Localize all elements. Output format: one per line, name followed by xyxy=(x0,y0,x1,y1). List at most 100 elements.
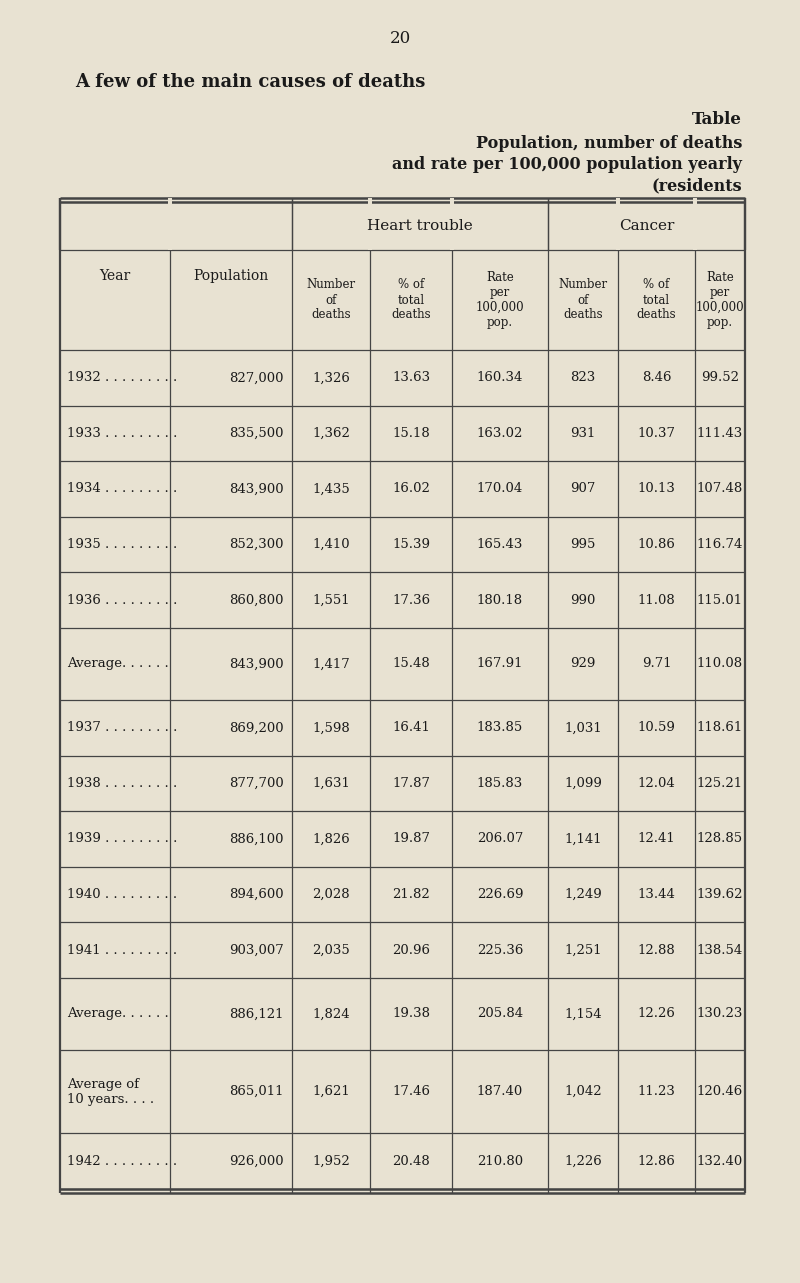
Text: and rate per 100,000 population yearly: and rate per 100,000 population yearly xyxy=(392,157,742,173)
Text: 170.04: 170.04 xyxy=(477,482,523,495)
Text: 2,035: 2,035 xyxy=(312,943,350,957)
Text: Average. . . . . .: Average. . . . . . xyxy=(67,657,169,671)
Text: 1939 . . . . . . . . .: 1939 . . . . . . . . . xyxy=(67,833,178,845)
Text: Cancer: Cancer xyxy=(619,219,674,234)
Text: 886,121: 886,121 xyxy=(230,1007,284,1020)
Text: 1933 . . . . . . . . .: 1933 . . . . . . . . . xyxy=(67,427,178,440)
Text: 12.41: 12.41 xyxy=(638,833,675,845)
Text: Average. . . . . .: Average. . . . . . xyxy=(67,1007,169,1020)
Text: 1942 . . . . . . . . .: 1942 . . . . . . . . . xyxy=(67,1155,177,1168)
Text: 1,417: 1,417 xyxy=(312,657,350,671)
Text: Table: Table xyxy=(692,112,742,128)
Text: % of
total
deaths: % of total deaths xyxy=(391,278,431,322)
Text: 995: 995 xyxy=(570,538,596,550)
Text: 20.48: 20.48 xyxy=(392,1155,430,1168)
Text: Rate
per
100,000
pop.: Rate per 100,000 pop. xyxy=(476,271,524,328)
Text: 852,300: 852,300 xyxy=(230,538,284,550)
Text: A few of the main causes of deaths: A few of the main causes of deaths xyxy=(75,73,426,91)
Text: 125.21: 125.21 xyxy=(697,777,743,790)
Text: 9.71: 9.71 xyxy=(642,657,671,671)
Text: 1,099: 1,099 xyxy=(564,777,602,790)
Text: 1936 . . . . . . . . .: 1936 . . . . . . . . . xyxy=(67,594,178,607)
Text: 180.18: 180.18 xyxy=(477,594,523,607)
Text: (residents: (residents xyxy=(651,177,742,194)
Text: 13.63: 13.63 xyxy=(392,371,430,385)
Text: 99.52: 99.52 xyxy=(701,371,739,385)
Text: 20.96: 20.96 xyxy=(392,943,430,957)
Text: 1,251: 1,251 xyxy=(564,943,602,957)
Text: 860,800: 860,800 xyxy=(230,594,284,607)
Text: 116.74: 116.74 xyxy=(697,538,743,550)
Text: 206.07: 206.07 xyxy=(477,833,523,845)
Text: 12.26: 12.26 xyxy=(638,1007,675,1020)
Text: 20: 20 xyxy=(390,30,410,47)
Text: 15.39: 15.39 xyxy=(392,538,430,550)
Text: 865,011: 865,011 xyxy=(230,1085,284,1098)
Text: 17.46: 17.46 xyxy=(392,1085,430,1098)
Text: 1,824: 1,824 xyxy=(312,1007,350,1020)
Text: 16.41: 16.41 xyxy=(392,721,430,734)
Text: 12.88: 12.88 xyxy=(638,943,675,957)
Text: 13.44: 13.44 xyxy=(638,888,675,901)
Text: 12.04: 12.04 xyxy=(638,777,675,790)
Text: 931: 931 xyxy=(570,427,596,440)
Text: 225.36: 225.36 xyxy=(477,943,523,957)
Text: 1,226: 1,226 xyxy=(564,1155,602,1168)
Text: 107.48: 107.48 xyxy=(697,482,743,495)
Text: 1932 . . . . . . . . .: 1932 . . . . . . . . . xyxy=(67,371,178,385)
Text: 8.46: 8.46 xyxy=(642,371,671,385)
Text: 1937 . . . . . . . . .: 1937 . . . . . . . . . xyxy=(67,721,178,734)
Text: 1,826: 1,826 xyxy=(312,833,350,845)
Text: 1,326: 1,326 xyxy=(312,371,350,385)
Text: 12.86: 12.86 xyxy=(638,1155,675,1168)
Bar xyxy=(693,198,697,250)
Text: 130.23: 130.23 xyxy=(697,1007,743,1020)
Text: 827,000: 827,000 xyxy=(230,371,284,385)
Text: 226.69: 226.69 xyxy=(477,888,523,901)
Text: 1,249: 1,249 xyxy=(564,888,602,901)
Text: 1,631: 1,631 xyxy=(312,777,350,790)
Text: 10.37: 10.37 xyxy=(638,427,675,440)
Text: 1,141: 1,141 xyxy=(564,833,602,845)
Text: Average of
10 years. . . .: Average of 10 years. . . . xyxy=(67,1078,154,1106)
Text: 877,700: 877,700 xyxy=(230,777,284,790)
Text: 165.43: 165.43 xyxy=(477,538,523,550)
Text: Population, number of deaths: Population, number of deaths xyxy=(476,135,742,151)
Text: 843,900: 843,900 xyxy=(230,482,284,495)
Text: 894,600: 894,600 xyxy=(230,888,284,901)
Bar xyxy=(368,198,372,250)
Text: 1,154: 1,154 xyxy=(564,1007,602,1020)
Text: 907: 907 xyxy=(570,482,596,495)
Text: 1941 . . . . . . . . .: 1941 . . . . . . . . . xyxy=(67,943,177,957)
Text: 120.46: 120.46 xyxy=(697,1085,743,1098)
Text: 110.08: 110.08 xyxy=(697,657,743,671)
Text: 2,028: 2,028 xyxy=(312,888,350,901)
Text: 1,598: 1,598 xyxy=(312,721,350,734)
Text: 205.84: 205.84 xyxy=(477,1007,523,1020)
Text: 17.87: 17.87 xyxy=(392,777,430,790)
Text: 16.02: 16.02 xyxy=(392,482,430,495)
Text: 160.34: 160.34 xyxy=(477,371,523,385)
Text: 19.87: 19.87 xyxy=(392,833,430,845)
Text: 10.13: 10.13 xyxy=(638,482,675,495)
Text: 139.62: 139.62 xyxy=(697,888,743,901)
Text: 1935 . . . . . . . . .: 1935 . . . . . . . . . xyxy=(67,538,178,550)
Text: 835,500: 835,500 xyxy=(230,427,284,440)
Text: Heart trouble: Heart trouble xyxy=(367,219,473,234)
Text: 138.54: 138.54 xyxy=(697,943,743,957)
Text: 115.01: 115.01 xyxy=(697,594,743,607)
Text: 1,031: 1,031 xyxy=(564,721,602,734)
Bar xyxy=(616,198,620,250)
Text: 990: 990 xyxy=(570,594,596,607)
Text: 1938 . . . . . . . . .: 1938 . . . . . . . . . xyxy=(67,777,178,790)
Text: 111.43: 111.43 xyxy=(697,427,743,440)
Text: 843,900: 843,900 xyxy=(230,657,284,671)
Text: 19.38: 19.38 xyxy=(392,1007,430,1020)
Text: Rate
per
100,000
pop.: Rate per 100,000 pop. xyxy=(696,271,744,328)
Text: 1,621: 1,621 xyxy=(312,1085,350,1098)
Text: 11.23: 11.23 xyxy=(638,1085,675,1098)
Text: Number
of
deaths: Number of deaths xyxy=(306,278,355,322)
Text: 185.83: 185.83 xyxy=(477,777,523,790)
Text: 15.48: 15.48 xyxy=(392,657,430,671)
Text: 929: 929 xyxy=(570,657,596,671)
